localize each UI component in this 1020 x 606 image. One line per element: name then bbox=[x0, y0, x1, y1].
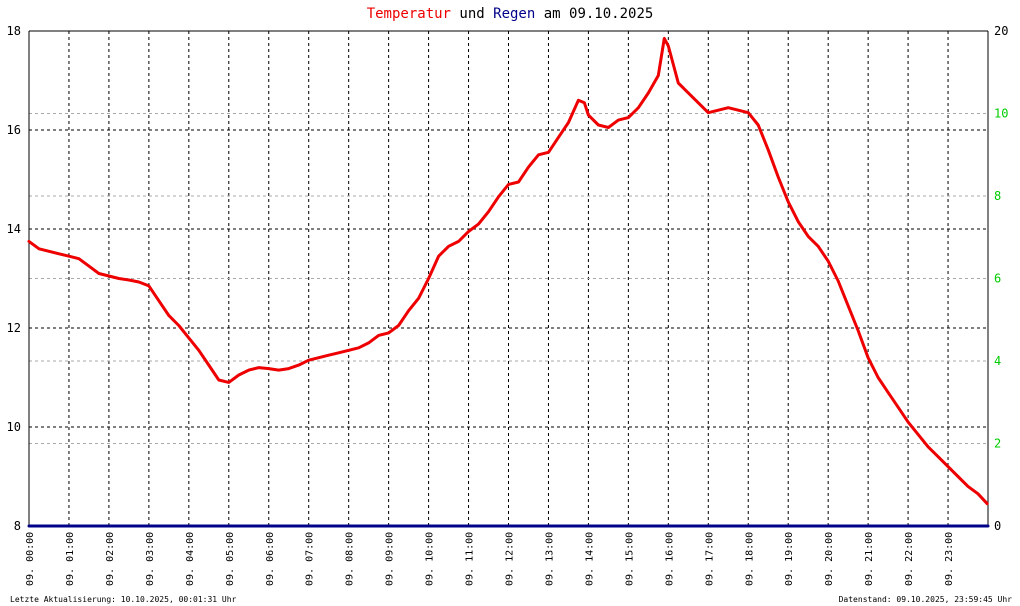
x-tick-label: 09. 20:00 bbox=[824, 532, 835, 586]
right-tick-label: 0 bbox=[994, 519, 1001, 533]
x-tick-label: 09. 19:00 bbox=[784, 532, 795, 586]
x-tick-label: 09. 14:00 bbox=[584, 532, 595, 586]
x-tick-label: 09. 18:00 bbox=[744, 532, 755, 586]
plot-area bbox=[27, 36, 990, 528]
x-tick-label: 09. 05:00 bbox=[225, 532, 236, 586]
x-tick-label: 09. 16:00 bbox=[664, 532, 675, 586]
x-tick-label: 09. 04:00 bbox=[185, 532, 196, 586]
x-tick-label: 09. 00:00 bbox=[25, 532, 36, 586]
x-tick-label: 09. 09:00 bbox=[385, 532, 396, 586]
x-tick-label: 09. 21:00 bbox=[864, 532, 875, 586]
left-tick-label: 14 bbox=[7, 222, 21, 236]
x-tick-label: 09. 23:00 bbox=[944, 532, 955, 586]
x-tick-label: 09. 13:00 bbox=[544, 532, 555, 586]
right-tick-label: 2 bbox=[994, 437, 1001, 451]
x-tick-label: 09. 15:00 bbox=[624, 532, 635, 586]
x-tick-label: 09. 10:00 bbox=[425, 532, 436, 586]
x-tick-label: 09. 22:00 bbox=[904, 532, 915, 586]
x-tick-label: 09. 06:00 bbox=[265, 532, 276, 586]
right-tick-label: 10 bbox=[994, 107, 1008, 121]
title-temperature: Temperatur bbox=[367, 6, 451, 22]
right-tick-label: 4 bbox=[994, 354, 1001, 368]
left-tick-label: 8 bbox=[14, 519, 21, 533]
left-tick-label: 16 bbox=[7, 123, 21, 137]
x-tick-label: 09. 12:00 bbox=[505, 532, 516, 586]
x-tick-label: 09. 07:00 bbox=[305, 532, 316, 586]
x-tick-label: 09. 02:00 bbox=[105, 532, 116, 586]
right-tick-label: 8 bbox=[994, 189, 1001, 203]
title-date: am 09.10.2025 bbox=[535, 6, 653, 22]
chart-title: Temperatur und Regen am 09.10.2025 bbox=[367, 6, 654, 22]
x-tick-label: 09. 03:00 bbox=[145, 532, 156, 586]
footer-data-status: Datenstand: 09.10.2025, 23:59:45 Uhr bbox=[839, 595, 1013, 604]
footer-last-update: Letzte Aktualisierung: 10.10.2025, 00:01… bbox=[10, 595, 237, 604]
x-tick-label: 09. 11:00 bbox=[465, 532, 476, 586]
x-tick-label: 09. 01:00 bbox=[65, 532, 76, 586]
title-und: und bbox=[451, 6, 493, 22]
x-tick-label: 09. 17:00 bbox=[704, 532, 715, 586]
right-tick-label: 6 bbox=[994, 272, 1001, 286]
x-tick-label: 09. 08:00 bbox=[345, 532, 356, 586]
title-rain: Regen bbox=[493, 6, 535, 22]
temperature-line bbox=[27, 36, 989, 506]
tick-labels: 8 10 12 14 16 18 0 2 4 6 8 10 20 09. 00:00 09. 01:00 09… bbox=[7, 24, 1009, 586]
left-tick-label: 10 bbox=[7, 420, 21, 434]
grid bbox=[29, 31, 988, 526]
left-tick-label: 12 bbox=[7, 321, 21, 335]
left-tick-label: 18 bbox=[7, 24, 21, 38]
right-tick-label: 20 bbox=[994, 24, 1008, 38]
